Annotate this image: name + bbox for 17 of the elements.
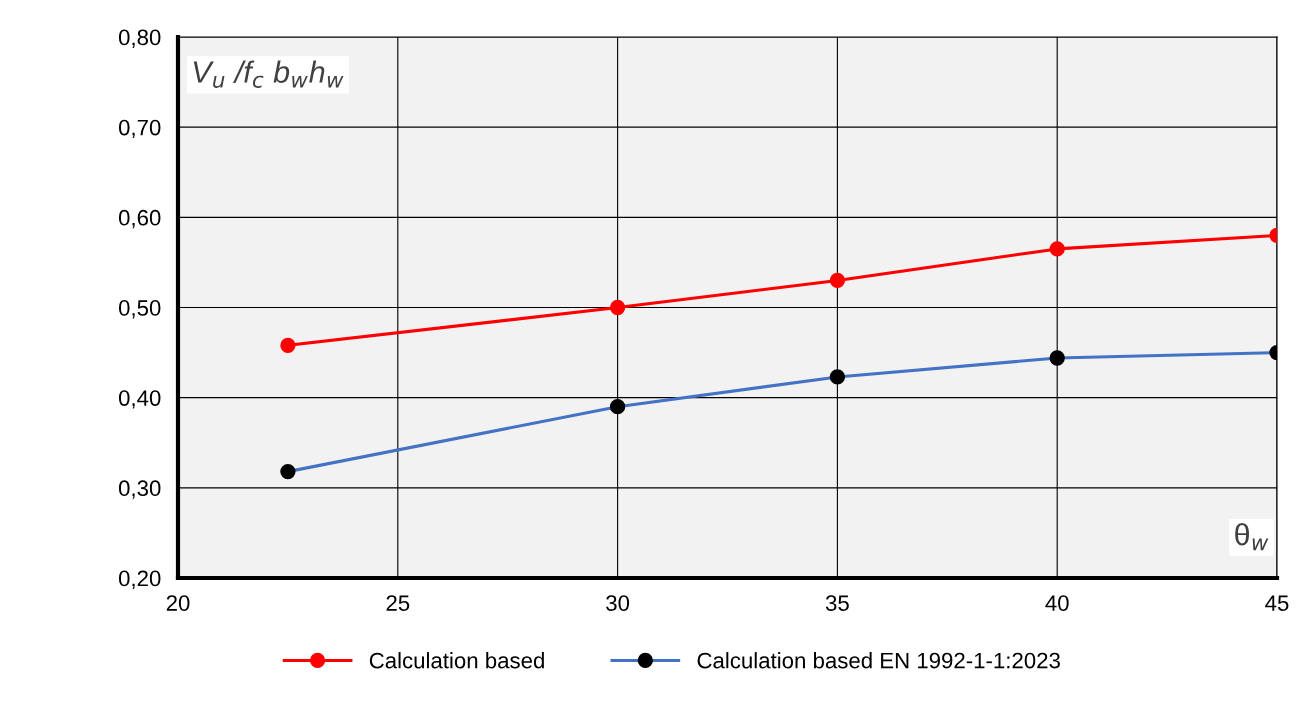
y-axis-title: V$_{u}$ /f$_{c}$ b$_{w}$h$_{w}$ — [193, 60, 344, 88]
x-tick-label: 30 — [606, 595, 630, 611]
y-tick-label: 0,60 — [118, 209, 161, 229]
x-axis-title: θ$_{w}$ — [1235, 523, 1269, 551]
y-tick-label: 0,50 — [118, 300, 161, 319]
x-tick-label: 25 — [386, 595, 410, 611]
x-tick-label: 20 — [166, 595, 190, 611]
x-tick-label: 45 — [1265, 595, 1289, 611]
x-tick-label: 40 — [1045, 595, 1069, 611]
x-tick-label: 35 — [825, 595, 849, 611]
y-tick-label: 0,80 — [118, 29, 161, 48]
y-tick-label: 0,30 — [118, 480, 161, 499]
legend-label: Calculation based — [369, 652, 544, 669]
y-tick-label: 0,40 — [118, 390, 161, 409]
y-tick-label: 0,70 — [118, 119, 161, 139]
y-tick-label: 0,20 — [118, 570, 161, 589]
legend-label: Calculation based EN 1992-1-1:2023 — [697, 652, 1060, 669]
